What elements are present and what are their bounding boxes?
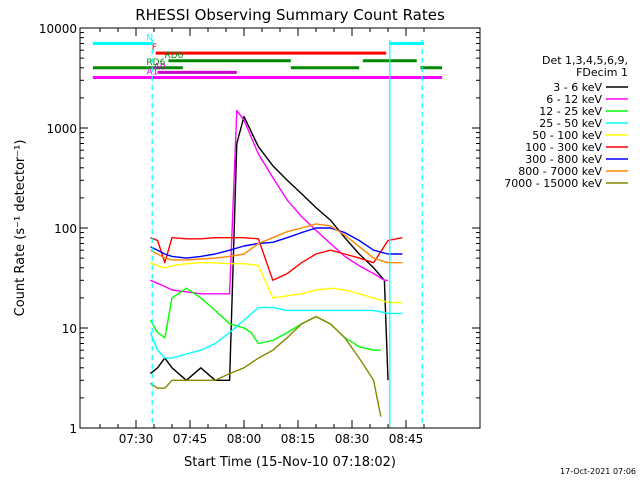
series-line [150,227,403,259]
chart-title: RHESSI Observing Summary Count Rates [135,6,445,24]
legend-entry-label: 100 - 300 keV [525,141,602,154]
series-line [150,236,403,281]
data-layer [149,109,403,417]
legend-title: Det 1,3,4,5,6,9, [542,54,628,67]
x-tick-label: 08:30 [335,432,370,446]
state-bar-label: RD6 [146,58,165,68]
x-tick-label: 07:45 [173,432,208,446]
y-axis-label: Count Rate (s⁻¹ detector⁻¹) [13,140,28,317]
state-bar-label: A0 [154,62,166,72]
legend-entry-label: 6 - 12 keV [546,93,602,106]
series-line [150,315,382,417]
legend-entry-label: 7000 - 15000 keV [504,177,602,190]
series-line [150,262,403,304]
legend-entry-label: 300 - 800 keV [525,153,602,166]
legend-entry-label: 12 - 25 keV [539,105,602,118]
footer-timestamp: 17-Oct-2021 07:06 [560,467,636,476]
state-bar-label: F [152,43,157,53]
series-line [150,109,388,295]
legend-entry-label: 25 - 50 keV [539,117,602,130]
y-tick-label: 1000 [46,122,77,136]
y-tick-label: 10 [62,322,77,336]
legend-entry-label: 50 - 100 keV [532,129,602,142]
state-bar-label: N [146,33,153,43]
y-tick-label: 100 [54,222,77,236]
series-line [149,115,389,381]
legend-title: FDecim 1 [576,66,628,79]
series-line [150,223,403,264]
y-tick-label: 1 [69,422,77,436]
state-bar-label: RD0 [164,51,183,61]
legend-entry-label: 3 - 6 keV [553,81,602,94]
x-tick-label: 07:30 [119,432,154,446]
x-tick-label: 08:15 [281,432,316,446]
x-tick-label: 08:45 [389,432,424,446]
state-bar-label: A1 [146,67,158,77]
legend-entry-label: 800 - 7000 keV [518,165,602,178]
x-axis-label: Start Time (15-Nov-10 07:18:02) [184,455,396,470]
y-tick-label: 10000 [39,22,77,36]
series-line [149,306,403,359]
x-tick-label: 08:00 [227,432,262,446]
axis-ticks-layer: 07:30 07:45 08:00 08:15 08:30 08:45 1 10 100 1000… [39,22,480,446]
